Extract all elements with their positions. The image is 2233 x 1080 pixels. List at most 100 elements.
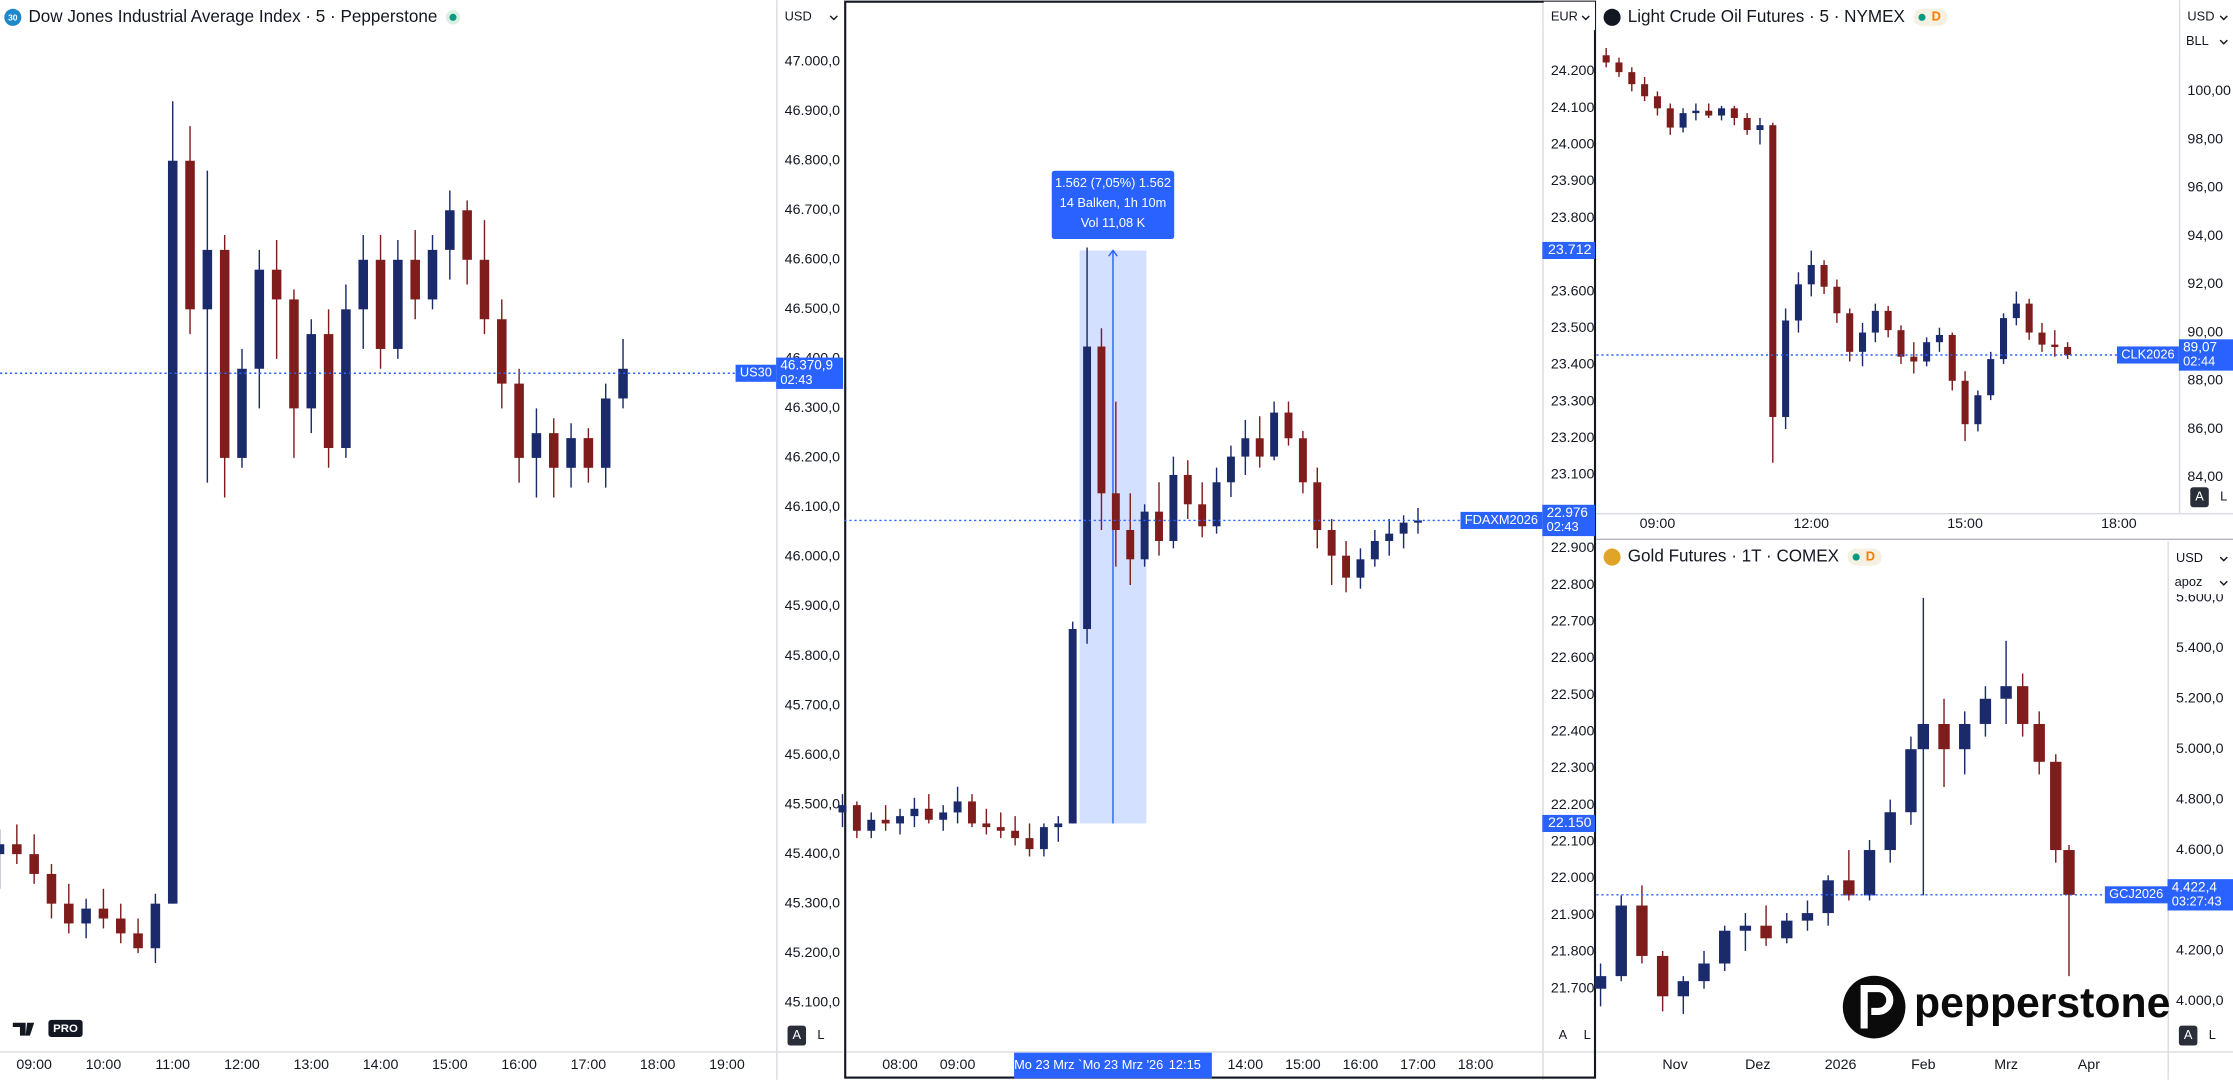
candle-body [427, 249, 438, 300]
candle-body [953, 801, 962, 813]
status-badge-text: D [1866, 548, 1875, 563]
currency: USD [785, 9, 812, 24]
unit-dropdown [2219, 580, 2228, 586]
y-tick-label: 24.000 [1551, 137, 1595, 153]
candle-body [2050, 761, 2062, 851]
chart-pane: 45.100,0 45.200,0 45.300,0 45.400,0 45.500,0… [0, 1, 844, 1073]
chart-pane: 21.700 21.800 21.900 22.000 22.100 22.200 22.3… [838, 1, 1595, 1079]
candle-body [1859, 332, 1867, 352]
candle-body [1068, 629, 1077, 824]
candle-body [1923, 342, 1931, 362]
candle-body [2038, 332, 2046, 345]
candle-body [1628, 72, 1636, 85]
x-tick-label: 17:00 [571, 1057, 607, 1073]
measure-price-label: 22.150 [1548, 815, 1592, 831]
x-tick-label: 19:00 [709, 1057, 745, 1073]
candle-body [2033, 723, 2045, 762]
y-tick-label: 23.600 [1551, 283, 1595, 299]
x-tick-label: Dez [1745, 1057, 1770, 1073]
candle-body [1615, 905, 1627, 977]
y-tick-label: 22.800 [1551, 577, 1595, 593]
candle-body [1959, 723, 1971, 750]
y-tick-label: 22.300 [1551, 760, 1595, 776]
candle-body [1833, 286, 1841, 314]
last-price-box [1542, 504, 1595, 537]
candle-body [1820, 265, 1828, 287]
candle-body [996, 827, 1005, 831]
symbol-label: US30 [740, 365, 772, 380]
candle-body [1974, 395, 1982, 425]
candle-body [1226, 456, 1235, 483]
candle-body [1769, 125, 1777, 417]
x-tick-label: 12:00 [1793, 516, 1829, 532]
status-dot [449, 13, 457, 21]
candle-body [115, 918, 126, 934]
candle-body [1705, 110, 1713, 116]
candle-body [1270, 412, 1279, 457]
y-tick-label: 22.200 [1551, 797, 1595, 813]
y-tick-label: 94,00 [2187, 228, 2223, 244]
candle-body [1718, 108, 1726, 116]
candle-body [0, 844, 5, 855]
measure-price-label: 23.712 [1548, 242, 1592, 258]
scale-button: A [2195, 489, 2204, 504]
x-tick-label: 09:00 [940, 1057, 976, 1073]
last-price-label: 46.370,9 [780, 358, 833, 373]
x-tick-label: 17:00 [1400, 1057, 1436, 1073]
y-tick-label: 45.300,0 [785, 895, 840, 911]
candle-body [1255, 438, 1264, 457]
measure-tooltip-text: Vol 11,08 K [1081, 215, 1146, 230]
candle-body [2000, 318, 2008, 360]
candle-body [2016, 686, 2029, 724]
y-tick-label: 23.800 [1551, 210, 1595, 226]
candle-body [1871, 310, 1879, 333]
candle-body [600, 398, 611, 468]
status-dot [1918, 13, 1926, 21]
candle-body [341, 309, 351, 448]
y-tick-label: 45.500,0 [785, 796, 840, 812]
candle-body [1169, 474, 1178, 541]
candle-body [838, 805, 847, 813]
candle-body [479, 259, 490, 320]
y-tick-label: 5.400,0 [2176, 640, 2224, 656]
candle-body [358, 259, 368, 310]
x-tick-label: Apr [2078, 1057, 2100, 1073]
candle-body [1677, 981, 1690, 997]
candle-body [1961, 380, 1969, 425]
y-tick-label: 4.000,0 [2176, 993, 2224, 1009]
y-tick-label: 92,00 [2187, 276, 2223, 292]
symbol-box [1460, 511, 1543, 529]
candle-body [2000, 686, 2012, 699]
axis-header-bg [1543, 1, 1595, 31]
last-price-box [2178, 339, 2233, 371]
candle-body [1863, 850, 1876, 896]
chart-title: Light Crude Oil Futures · 5 · NYMEX [1628, 7, 1906, 26]
candle-body [1327, 529, 1336, 556]
scale-button: L [2209, 1027, 2216, 1042]
y-tick-label: 90,00 [2187, 324, 2223, 340]
symbol-icon-text: 30 [8, 12, 18, 22]
measure-price-box [1542, 814, 1595, 832]
candle-body [1356, 559, 1365, 578]
y-tick-label: 21.800 [1551, 944, 1595, 960]
candle-body [410, 259, 420, 300]
tv-logo-mark [12, 1022, 35, 1036]
candle-body [81, 908, 91, 924]
y-tick-label: 46.000,0 [785, 549, 840, 565]
candle-body [1602, 55, 1610, 63]
candle-body [1730, 108, 1738, 118]
candle-body [29, 854, 39, 874]
logo-text: pepperstone [1914, 979, 2170, 1027]
candle-body [219, 249, 230, 458]
candle-body [1782, 320, 1790, 417]
y-tick-label: 86,00 [2187, 421, 2223, 437]
candle-body [1719, 930, 1731, 964]
y-tick-label: 23.300 [1551, 393, 1595, 409]
candle-body [1414, 520, 1422, 523]
measure-price-box [1542, 241, 1595, 259]
y-tick-label: 23.200 [1551, 430, 1595, 446]
candle-body [982, 823, 991, 828]
scale-button: A [793, 1027, 802, 1042]
candle-body [375, 259, 386, 349]
active-pane-border [844, 0, 1597, 1079]
